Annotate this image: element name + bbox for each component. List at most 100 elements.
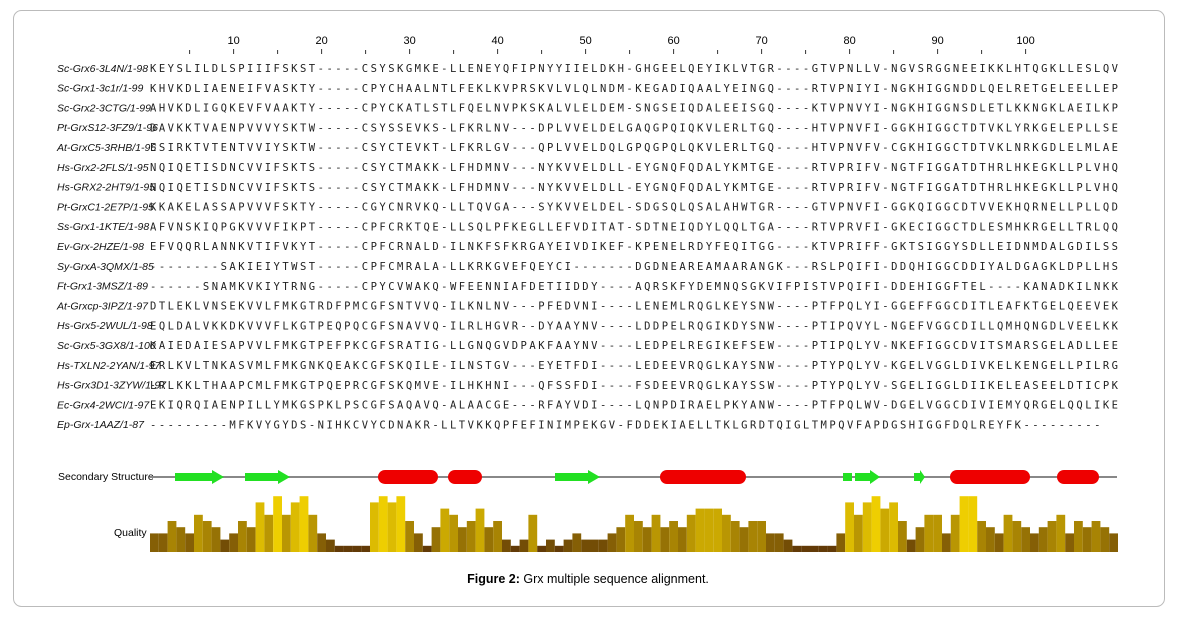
quality-bar xyxy=(818,545,828,552)
quality-bar xyxy=(158,533,168,552)
sequence: LRLKKLTHAAPCMLFMKGTPQEPRCGFSKQMVE-ILHKHN… xyxy=(150,380,1119,392)
quality-bar xyxy=(695,508,705,552)
quality-bar xyxy=(783,539,793,552)
helix xyxy=(378,470,438,484)
quality-bar xyxy=(915,527,925,552)
quality-bar xyxy=(414,533,423,552)
sequence-name: At-Grxcp-3IPZ/1-97 xyxy=(56,300,149,312)
quality-bar xyxy=(484,527,494,552)
quality-bar xyxy=(1003,514,1013,552)
quality-bar xyxy=(1082,527,1092,552)
sequence: DTLEKLVNSEKVVLFMKGTRDFPMCGFSNTVVQ-ILKNLN… xyxy=(150,301,1119,313)
quality-bar xyxy=(493,521,502,552)
quality-bar xyxy=(229,533,238,552)
sequence: ------SNAMKVKIYTRNG-----CPYCVWAKQ-WFEENN… xyxy=(150,281,1119,293)
quality-bar xyxy=(150,533,159,552)
quality-bar xyxy=(563,539,573,552)
sequence-name: Ss-Grx1-1KTE/1-98 xyxy=(57,221,149,233)
quality-bar xyxy=(440,508,450,552)
quality-bar xyxy=(598,539,608,552)
quality-bar xyxy=(678,527,687,552)
quality-bar xyxy=(713,508,722,552)
caption-label: Figure 2: xyxy=(467,572,520,586)
quality-bar xyxy=(361,545,370,552)
sequence-name: Hs-Grx3D1-3ZYW/1-97 xyxy=(57,380,167,392)
quality-bar xyxy=(871,496,881,552)
quality-bar xyxy=(422,545,432,552)
quality-bar xyxy=(1065,533,1074,552)
sequence-name: Hs-GRX2-2HT9/1-95 xyxy=(57,182,155,194)
quality-bar xyxy=(282,514,291,552)
quality-bar xyxy=(933,514,942,552)
quality-bar xyxy=(1091,521,1101,552)
sequence: KEYSLILDLSPIIIFSKST-----CSYSKGMKE-LLENEY… xyxy=(150,63,1119,75)
quality-bar xyxy=(546,539,555,552)
quality-bar xyxy=(634,521,643,552)
ruler-label: 40 xyxy=(491,35,503,47)
quality-bar xyxy=(194,514,203,552)
quality-bar xyxy=(405,521,414,552)
sequence-name: Sy-GrxA-3QMX/1-85 xyxy=(57,261,154,273)
quality-bar xyxy=(642,527,652,552)
strand xyxy=(843,473,852,481)
quality-bar xyxy=(616,527,626,552)
quality-bar xyxy=(176,527,186,552)
quality-bar xyxy=(519,539,529,552)
quality-bar xyxy=(1021,527,1030,552)
sequence-name: Pt-GrxC1-2E7P/1-95 xyxy=(57,201,154,213)
quality-bar xyxy=(299,496,309,552)
quality-bar xyxy=(466,521,476,552)
sequence-name: Sc-Grx5-3GX8/1-100 xyxy=(57,340,156,352)
quality-bar xyxy=(343,545,353,552)
quality-bar xyxy=(370,502,379,552)
quality-bar xyxy=(202,521,212,552)
quality-bar xyxy=(950,514,960,552)
quality-bar xyxy=(396,496,406,552)
ruler-label: 90 xyxy=(931,35,943,47)
quality-bar xyxy=(431,527,441,552)
ruler-label: 100 xyxy=(1016,35,1034,47)
strands xyxy=(175,470,925,484)
quality-bar xyxy=(572,533,582,552)
quality-bar xyxy=(686,514,696,552)
strand xyxy=(245,470,290,484)
quality-bar xyxy=(185,533,194,552)
sequence-name: Sc-Grx6-3L4N/1-98 xyxy=(57,63,148,75)
helix xyxy=(448,470,482,484)
quality-bar xyxy=(510,545,520,552)
quality-bar xyxy=(308,514,318,552)
helix xyxy=(1057,470,1099,484)
ruler-label: 70 xyxy=(755,35,767,47)
quality-bar xyxy=(889,502,898,552)
quality-bar xyxy=(590,539,599,552)
sequence-name: At-GrxC5-3RHB/1-96 xyxy=(56,142,156,154)
quality-bar xyxy=(290,502,300,552)
quality-bar xyxy=(502,539,511,552)
quality-bar xyxy=(792,545,802,552)
quality-bar xyxy=(968,496,978,552)
helices xyxy=(378,470,1099,484)
quality-bar xyxy=(722,514,731,552)
quality-bar xyxy=(977,521,986,552)
quality-bar xyxy=(994,533,1004,552)
helix xyxy=(660,470,746,484)
quality-bar xyxy=(1074,521,1083,552)
quality-bar xyxy=(554,545,564,552)
quality-bar xyxy=(1100,527,1110,552)
sequence-name: Hs-Grx5-2WUL/1-98 xyxy=(57,320,153,332)
sequence-name: Hs-Grx2-2FLS/1-95 xyxy=(57,162,149,174)
quality-bar xyxy=(1109,533,1118,552)
strand xyxy=(855,470,880,484)
quality-bar xyxy=(475,508,485,552)
quality-bar xyxy=(1047,521,1057,552)
quality-bar xyxy=(862,502,872,552)
quality-bar xyxy=(854,514,863,552)
quality-bar xyxy=(326,539,335,552)
quality-bar xyxy=(334,545,344,552)
sequence-name: Hs-TXLN2-2YAN/1-97 xyxy=(57,360,161,372)
quality-bar xyxy=(1038,527,1048,552)
ruler-label: 50 xyxy=(579,35,591,47)
caption-text: Grx multiple sequence alignment. xyxy=(523,572,709,586)
quality-bar xyxy=(264,514,274,552)
